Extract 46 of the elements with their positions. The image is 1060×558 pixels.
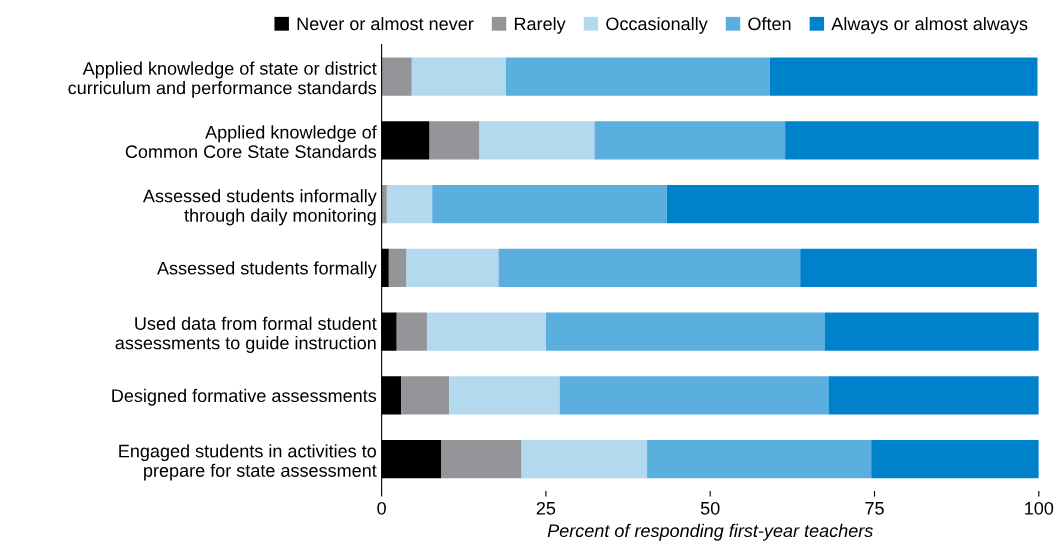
y-tick-label: Applied knowledge of state or district curriculum and performance standards	[68, 61, 377, 98]
x-tick-label: 25	[536, 501, 556, 515]
legend-label: Always or almost always	[831, 16, 1028, 34]
bar	[426, 312, 546, 351]
bar	[479, 121, 595, 160]
x-tick-label: 100	[1025, 501, 1054, 515]
bar	[386, 184, 433, 224]
bar	[647, 440, 872, 479]
bar	[800, 248, 1037, 287]
bar	[559, 376, 829, 415]
y-tick-label: Assessed students informally through daily monitoring	[142, 189, 377, 226]
bar	[828, 376, 1039, 415]
bar	[396, 312, 427, 351]
x-tick-label: 50	[700, 501, 720, 515]
bar	[545, 312, 825, 351]
bar	[432, 184, 667, 224]
y-tick-label: Used data from formal student assessments to guide instruction	[115, 316, 377, 353]
bar	[521, 440, 648, 479]
legend-label: Occasionally	[606, 16, 708, 34]
bar	[505, 57, 771, 96]
bar	[498, 248, 801, 287]
bar	[388, 248, 407, 287]
y-tick-label: Applied knowledge of Common Core State Standards	[125, 125, 377, 159]
legend-label: Never or almost never	[297, 16, 474, 31]
bar	[401, 376, 450, 415]
bar	[429, 121, 480, 160]
x-tick-label: 75	[865, 502, 884, 515]
bar	[871, 440, 1039, 479]
bar	[406, 248, 499, 287]
bar	[449, 376, 560, 415]
legend-label: Often	[748, 17, 791, 31]
bar	[785, 121, 1039, 160]
bar	[381, 57, 412, 96]
bar	[594, 121, 786, 160]
bar	[441, 440, 522, 479]
y-tick-label: Assessed students formally	[157, 261, 377, 279]
bar	[770, 57, 1038, 96]
bar	[666, 184, 1039, 224]
bar	[381, 184, 387, 224]
y-tick-label: Engaged students in activities to prepare for state assessment	[119, 444, 377, 481]
x-tick-label: 0	[377, 501, 386, 515]
x-axis-title: Percent of responding first-year teachers	[547, 523, 873, 541]
legend-label: Rarely	[514, 16, 566, 34]
bar	[824, 312, 1039, 351]
y-tick-label: Designed formative assessments	[112, 388, 377, 406]
bar	[411, 57, 506, 96]
